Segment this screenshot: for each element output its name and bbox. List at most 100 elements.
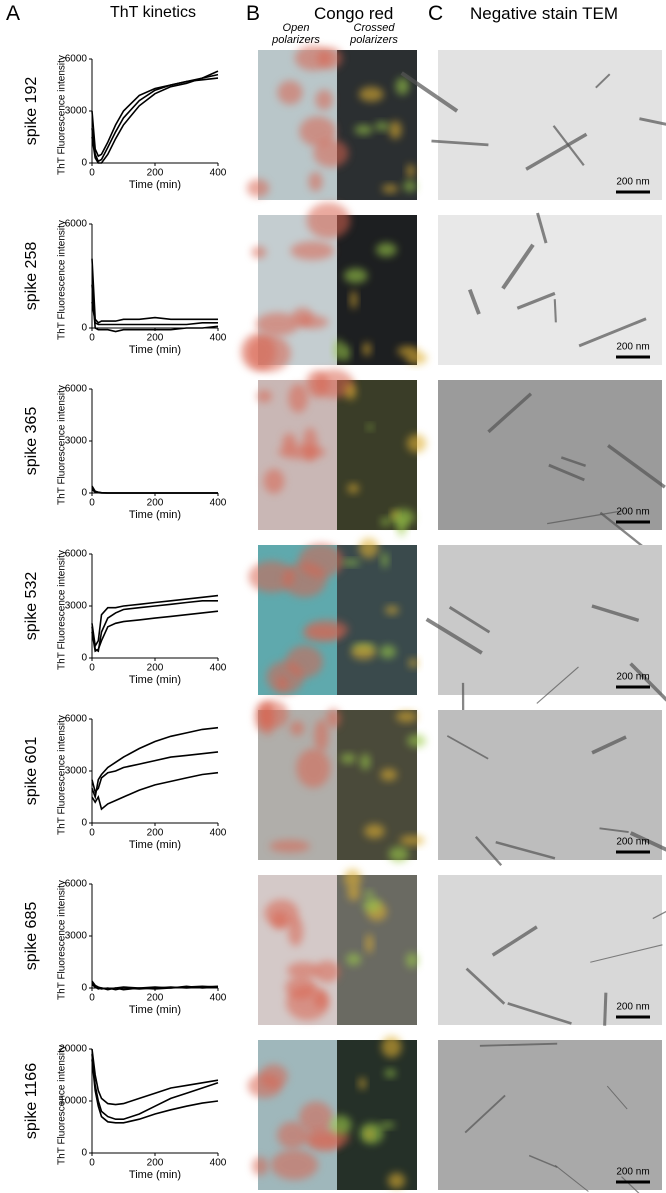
- birefringence-blob: [358, 1077, 367, 1090]
- y-tick-label: 0: [81, 1148, 87, 1159]
- row-label: spike 258: [23, 242, 40, 311]
- x-tick-label: 400: [210, 663, 227, 674]
- birefringence-blob: [365, 1128, 373, 1140]
- fibril: [525, 132, 588, 171]
- birefringence-blob: [395, 711, 418, 723]
- row-label: spike 365: [23, 407, 40, 476]
- fibril: [465, 967, 506, 1005]
- birefringence-blob: [314, 369, 354, 399]
- birefringence-blob: [365, 933, 374, 954]
- data-line: [91, 258, 218, 324]
- fibril: [629, 662, 666, 702]
- panel-title: Negative stain TEM: [470, 4, 619, 23]
- fibril: [528, 1154, 558, 1169]
- birefringence-blob: [306, 202, 351, 239]
- birefringence-blob: [379, 645, 397, 659]
- birefringence-blob: [246, 179, 270, 198]
- birefringence-blob: [248, 561, 295, 593]
- x-tick-label: 0: [89, 498, 95, 509]
- birefringence-blob: [296, 748, 331, 788]
- birefringence-blob: [276, 675, 289, 691]
- birefringence-blob: [343, 268, 368, 284]
- fibril: [536, 212, 548, 244]
- fibril: [629, 831, 666, 852]
- fibril: [578, 317, 647, 348]
- birefringence-blob: [374, 121, 390, 131]
- fibril: [554, 1164, 589, 1192]
- y-tick-label: 10000: [59, 1096, 87, 1107]
- fibril: [474, 836, 503, 867]
- data-line: [91, 983, 219, 991]
- birefringence-blob: [399, 835, 425, 846]
- panel-title: ThT kinetics: [110, 4, 196, 21]
- birefringence-blob: [290, 241, 335, 260]
- scale-bar-label: 200 nm: [616, 342, 649, 353]
- y-axis-label: ThT Fluorescence intensity: [57, 385, 68, 505]
- data-line: [91, 594, 219, 649]
- birefringence-blob: [285, 645, 324, 678]
- birefringence-blob: [384, 605, 399, 615]
- x-tick-label: 400: [210, 993, 227, 1004]
- birefringence-blob: [278, 445, 326, 460]
- fibril: [431, 139, 489, 147]
- fibril: [425, 617, 483, 655]
- x-axis-label: Time (min): [129, 344, 181, 356]
- panel-subtitle: Open polarizers: [272, 22, 320, 46]
- scale-bar-label: 200 nm: [616, 177, 649, 188]
- birefringence-blob: [302, 625, 342, 642]
- scale-bar-label: 200 nm: [616, 1002, 649, 1013]
- y-tick-label: 6000: [65, 54, 88, 65]
- scale-bar-label: 200 nm: [616, 507, 649, 518]
- row-label: spike 685: [23, 902, 40, 971]
- scale-bar-label: 200 nm: [616, 837, 649, 848]
- x-tick-label: 200: [147, 828, 164, 839]
- birefringence-blob: [354, 124, 373, 135]
- panel-letter: A: [6, 2, 21, 25]
- x-tick-label: 200: [147, 333, 164, 344]
- birefringence-blob: [287, 962, 320, 979]
- tem-image: [438, 710, 662, 860]
- fibril: [639, 117, 666, 126]
- birefringence-blob: [247, 1073, 282, 1098]
- birefringence-blob: [380, 1121, 395, 1129]
- birefringence-blob: [347, 483, 360, 494]
- y-tick-label: 6000: [65, 549, 88, 560]
- x-tick-label: 0: [89, 993, 95, 1004]
- data-line: [91, 301, 218, 326]
- y-tick-label: 6000: [65, 879, 88, 890]
- birefringence-blob: [358, 538, 379, 559]
- fibril: [599, 827, 629, 833]
- data-line: [91, 1059, 219, 1124]
- y-tick-label: 3000: [65, 601, 88, 612]
- row-label: spike 1166: [23, 1063, 40, 1139]
- fibril: [536, 666, 579, 704]
- crossed-polarizer-image: [337, 380, 417, 530]
- birefringence-blob: [289, 721, 305, 736]
- birefringence-blob: [285, 976, 316, 1000]
- birefringence-blob: [395, 77, 410, 95]
- fibril: [591, 735, 627, 755]
- y-tick-label: 0: [81, 818, 87, 829]
- birefringence-blob: [329, 1115, 352, 1135]
- fibril: [446, 735, 489, 760]
- x-tick-label: 0: [89, 828, 95, 839]
- birefringence-blob: [277, 1121, 308, 1149]
- x-tick-label: 200: [147, 1158, 164, 1169]
- birefringence-blob: [287, 916, 304, 947]
- tem-image: [438, 215, 662, 365]
- fibril: [464, 1094, 506, 1134]
- birefringence-blob: [326, 708, 341, 729]
- tem-image: [438, 380, 662, 530]
- fibril: [487, 392, 533, 434]
- x-tick-label: 400: [210, 1158, 227, 1169]
- data-line: [91, 1054, 219, 1120]
- fibril: [553, 299, 557, 323]
- fibril: [501, 243, 535, 290]
- fibril: [548, 463, 585, 482]
- fibril: [467, 288, 481, 315]
- y-tick-label: 0: [81, 653, 87, 664]
- row-label: spike 601: [23, 737, 40, 806]
- x-tick-label: 0: [89, 663, 95, 674]
- birefringence-blob: [358, 86, 384, 102]
